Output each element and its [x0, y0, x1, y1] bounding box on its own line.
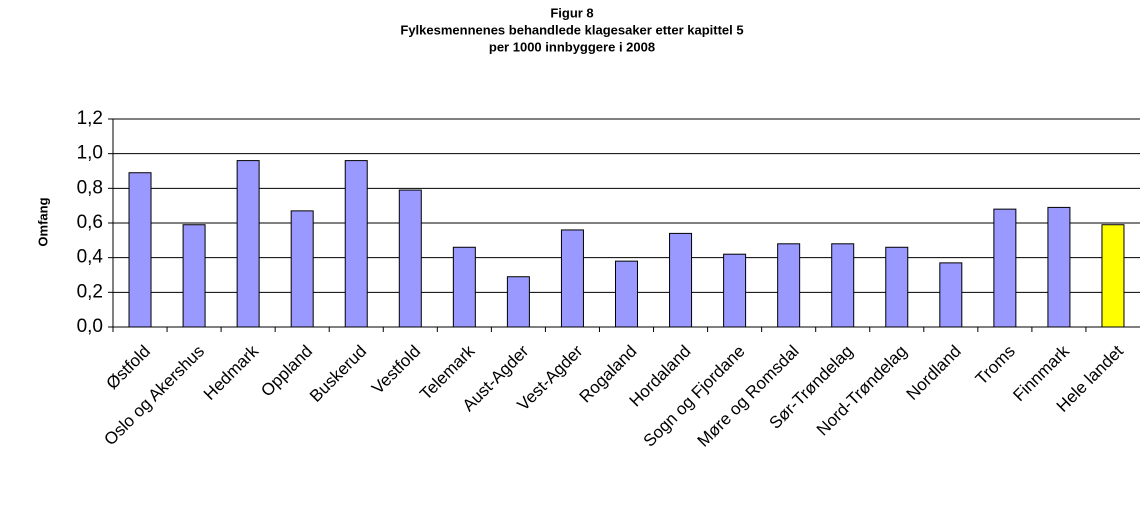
x-tick-label: Troms — [972, 342, 1019, 389]
bar — [1101, 224, 1125, 328]
x-tick-label: Buskerud — [306, 342, 370, 406]
bar — [290, 210, 314, 328]
chart-title: Figur 8 — [550, 5, 593, 20]
x-tick-label: Sogn og Fjordane — [640, 342, 749, 451]
bar — [398, 189, 422, 328]
x-tick-label: Østfold — [103, 342, 155, 394]
x-tick-label: Hedmark — [200, 341, 263, 404]
bar — [344, 160, 368, 328]
bar — [506, 276, 530, 328]
bar — [1047, 206, 1071, 328]
y-tick-label: 0,0 — [77, 316, 103, 337]
y-tick-label: 0,8 — [77, 177, 103, 198]
y-tick-label: 1,0 — [77, 143, 103, 164]
chart-subtitle: Fylkesmennenes behandlede klagesaker ett… — [400, 22, 743, 37]
bar — [182, 224, 206, 328]
bar — [560, 229, 584, 328]
bar — [777, 243, 801, 328]
bar — [236, 160, 260, 328]
bar — [993, 208, 1017, 328]
bar — [452, 246, 476, 328]
y-tick-label: 0,6 — [77, 212, 103, 233]
bar — [615, 260, 638, 328]
bar — [831, 243, 855, 328]
chart-subtitle: per 1000 innbyggere i 2008 — [489, 39, 655, 54]
y-tick-label: 0,4 — [77, 247, 104, 268]
x-tick-label: Møre og Romsdal — [694, 342, 803, 451]
x-tick-label: Oslo og Akershus — [100, 342, 208, 450]
bar — [939, 262, 963, 328]
bar — [885, 246, 909, 328]
y-tick-label: 1,2 — [77, 108, 103, 129]
x-tick-label: Nordland — [903, 342, 965, 404]
y-axis-label: Omfang — [35, 197, 50, 246]
bar — [669, 232, 693, 328]
y-tick-label: 0,2 — [77, 281, 103, 302]
bar — [723, 253, 747, 328]
bar — [128, 172, 152, 328]
